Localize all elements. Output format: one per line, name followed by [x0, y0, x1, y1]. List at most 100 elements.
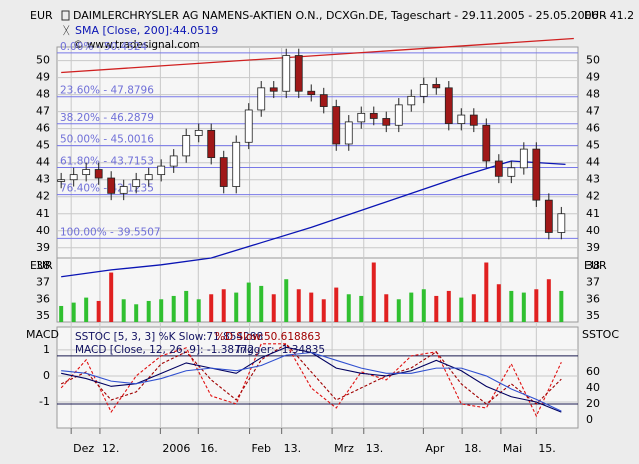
fibonacci-label: 76.40% - 42.1235	[60, 183, 154, 195]
candle-body	[244, 109, 253, 143]
y-tick-label: 39	[36, 241, 50, 254]
y-tick-label: 42	[586, 190, 600, 203]
fibonacci-label: 0.00% - 50.4524	[60, 41, 148, 53]
y-tick-label: 47	[36, 105, 50, 118]
unit-label: EUR	[584, 259, 607, 272]
volume-bar	[459, 297, 464, 322]
candle-body	[344, 121, 353, 145]
volume-bar	[271, 294, 276, 322]
legend-entry: Trigger: -1.34835	[234, 344, 325, 356]
overlay-line	[61, 37, 574, 74]
fibonacci-label: 61.80% - 43.7153	[60, 156, 154, 168]
y-tick-label: 36	[36, 292, 50, 305]
sma-legend: SMA [Close, 200]:44.0519	[75, 24, 218, 37]
y-tick-label: 44	[36, 156, 50, 169]
volume-bar	[246, 282, 251, 322]
volume-bar	[371, 262, 376, 322]
candle-body	[432, 84, 441, 89]
volume-bar	[396, 299, 401, 322]
candle-body	[57, 179, 66, 182]
candle-body	[419, 84, 428, 97]
volume-bar	[109, 272, 114, 322]
y-tick-label: 48	[586, 88, 600, 101]
y2-axis-label: SSTOC	[582, 328, 619, 341]
volume-bar	[71, 302, 76, 322]
y-tick-label: 45	[36, 139, 50, 152]
candle-body	[544, 199, 553, 233]
candle-body	[207, 129, 216, 159]
candle-body	[144, 174, 153, 181]
candle-body	[407, 95, 416, 106]
volume-bar	[509, 290, 514, 322]
legend-entry: SSTOC [5, 3, 3] %K Slow:71.854288	[75, 331, 263, 343]
candle-body	[232, 141, 241, 187]
y-tick-label: 38	[586, 259, 600, 272]
fibonacci-label: 38.20% - 46.2879	[60, 112, 154, 124]
candle-body	[269, 87, 278, 92]
volume-bar	[446, 290, 451, 322]
candle-body	[332, 106, 341, 145]
y-tick-label: -1	[39, 395, 50, 408]
x-tick-label: 12.	[102, 442, 120, 455]
candle-body	[307, 90, 316, 96]
candle-body	[457, 114, 466, 124]
y-tick-label: 48	[36, 88, 50, 101]
candle-body	[357, 112, 366, 123]
fibonacci-label: 23.60% - 47.8796	[60, 85, 154, 97]
y-tick-label: 47	[586, 105, 600, 118]
icon: ᚷ	[63, 24, 70, 37]
y-tick-label: 41	[586, 207, 600, 220]
volume-bar	[321, 299, 326, 322]
y-tick-label: 43	[36, 173, 50, 186]
y-tick-label: 0	[43, 369, 50, 382]
unit-label: EUR	[30, 259, 53, 272]
x-tick-label: 13.	[284, 442, 302, 455]
y-tick-label: 44	[586, 156, 600, 169]
y-tick-label: 40	[36, 224, 50, 237]
candle-body	[107, 177, 116, 194]
candle-body	[319, 94, 328, 107]
candle-body	[507, 167, 516, 177]
volume-bar	[309, 292, 314, 322]
y-tick-label: 42	[36, 190, 50, 203]
volume-bar	[421, 289, 426, 322]
volume-bar	[259, 285, 264, 322]
y-tick-label: 35	[586, 309, 600, 322]
volume-bar	[84, 297, 89, 322]
x-tick-label: 18.	[464, 442, 482, 455]
unit-label: EUR	[584, 9, 607, 22]
candle-body	[482, 124, 491, 162]
y-tick-label: 20	[586, 397, 600, 410]
legend-icon	[61, 10, 70, 21]
indicator-line	[60, 343, 562, 405]
indicator-line	[60, 343, 562, 418]
y-tick-label: 46	[36, 122, 50, 135]
y-tick-label: 36	[586, 292, 600, 305]
x-tick-label: Apr	[425, 442, 445, 455]
volume-bar	[484, 262, 489, 322]
candle-body	[382, 118, 391, 126]
volume-bar	[184, 290, 189, 322]
y-tick-label: 45	[586, 139, 600, 152]
volume-bar	[296, 289, 301, 322]
candle-body	[532, 148, 541, 201]
chart-title: DAIMLERCHRYSLER AG NAMENS-AKTIEN O.N., D…	[73, 9, 634, 22]
fibonacci-label: 100.00% - 39.5507	[60, 226, 161, 238]
volume-bar	[534, 289, 539, 322]
candle-body	[157, 165, 166, 176]
volume-bar	[471, 294, 476, 322]
y-tick-label: 37	[586, 276, 600, 289]
volume-bar	[359, 295, 364, 322]
volume-bar	[221, 289, 226, 322]
volume-bar	[284, 279, 289, 322]
volume-bar	[234, 292, 239, 322]
y-tick-label: 60	[586, 365, 600, 378]
price-panel	[56, 46, 579, 259]
x-tick-label: Mai	[503, 442, 522, 455]
volume-bar	[546, 279, 551, 322]
x-tick-label: Mrz	[334, 442, 354, 455]
y-tick-label: 50	[36, 54, 50, 67]
y-axis-label: MACD	[26, 328, 59, 341]
x-tick-label: 13.	[366, 442, 384, 455]
